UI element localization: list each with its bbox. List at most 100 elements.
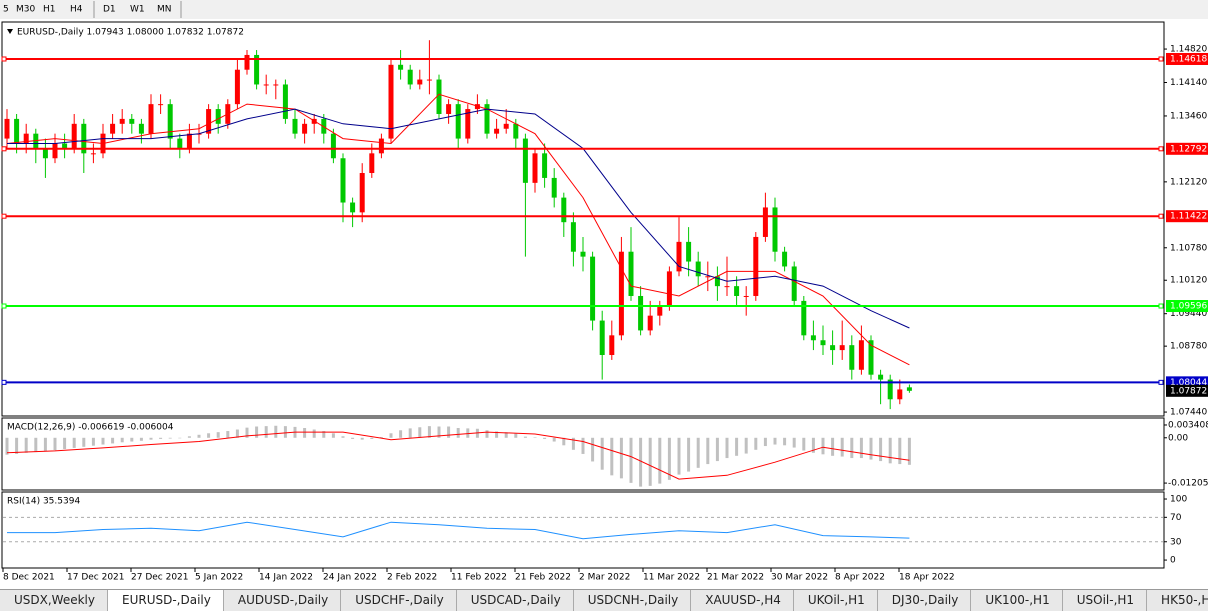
symbol-tab[interactable]: USDCNH-,Daily [574, 590, 692, 611]
x-tick-label: 11 Mar 2022 [643, 573, 700, 583]
candle-body [858, 340, 864, 370]
macd-bar [754, 437, 758, 450]
candle-body [839, 345, 845, 351]
macd-bar [264, 426, 268, 438]
level-label: 1.08044 [1170, 378, 1207, 388]
timeframe-button[interactable]: W1 [130, 5, 145, 15]
candle-body [551, 177, 557, 198]
candle-body [254, 54, 260, 85]
candle-body [186, 133, 192, 149]
candle-body [148, 104, 154, 134]
candle-body [753, 236, 759, 296]
macd-bar [821, 437, 825, 455]
macd-bar [24, 437, 28, 453]
y-tick-label: 0 [1170, 556, 1176, 566]
x-tick-label: 30 Mar 2022 [771, 573, 828, 583]
macd-bar [379, 437, 383, 438]
rsi-pane [1, 491, 1165, 569]
candle-body [513, 123, 519, 139]
symbol-tab[interactable]: HK50-,H1 [1147, 590, 1208, 611]
candle-body [177, 138, 183, 149]
macd-bar [34, 437, 38, 453]
candle-body [791, 266, 797, 301]
candle-body [599, 320, 605, 356]
dropdown-arrow[interactable] [7, 29, 13, 34]
timeframe-button[interactable]: 5 [3, 5, 9, 15]
indicator-line [7, 108, 910, 329]
y-tick-label: 1.08780 [1170, 342, 1207, 352]
macd-bar [178, 437, 182, 439]
candle-body [388, 64, 394, 139]
level-label: 1.14618 [1170, 54, 1207, 64]
candle-body [340, 158, 346, 203]
symbol-tab[interactable]: UK100-,H1 [971, 590, 1063, 611]
candle-body [407, 69, 413, 85]
macd-bar [456, 428, 460, 438]
macd-bar [255, 426, 259, 438]
symbol-tab[interactable]: DJ30-,Daily [878, 590, 972, 611]
macd-bar [389, 433, 393, 438]
macd-bar [226, 431, 230, 438]
macd-bar [523, 436, 527, 438]
candle-body [686, 241, 692, 262]
timeframe-button[interactable]: H1 [43, 5, 56, 15]
timeframe-button[interactable]: D1 [103, 5, 116, 15]
macd-bar [869, 437, 873, 460]
macd-bar [82, 437, 86, 447]
timeframe-button[interactable]: MN [157, 5, 172, 15]
macd-bar [629, 437, 633, 483]
candle-body [206, 109, 212, 134]
y-tick-label: -0.012058 [1168, 479, 1208, 489]
candle-body [628, 251, 634, 296]
candle-body [494, 128, 500, 134]
candle-body [609, 335, 615, 356]
y-tick-label: 1.07440 [1170, 408, 1207, 418]
candle-body [570, 222, 576, 252]
macd-bar [850, 437, 854, 459]
macd-bar [101, 437, 105, 445]
macd-header: MACD(12,26,9) -0.006619 -0.006004 [7, 423, 174, 433]
symbol-tab[interactable]: XAUUSD-,H4 [691, 590, 794, 611]
level-anchor [1, 56, 7, 62]
symbol-tab[interactable]: EURUSD-,Daily [108, 590, 224, 611]
candle-body [110, 123, 116, 134]
symbol-tab[interactable]: AUDUSD-,Daily [224, 590, 342, 611]
candle-body [820, 340, 826, 346]
symbol-tab[interactable]: USDCHF-,Daily [341, 590, 457, 611]
symbol-tab[interactable]: USDCAD-,Daily [457, 590, 574, 611]
candle-body [503, 123, 509, 129]
macd-bar [514, 433, 518, 438]
candle-body [359, 173, 365, 213]
macd-bar [341, 436, 345, 438]
indicator-line [6, 431, 910, 480]
macd-bar [485, 430, 489, 438]
macd-bar [283, 426, 287, 438]
candle-body [801, 300, 807, 336]
macd-bar [744, 437, 748, 454]
macd-bar [735, 437, 739, 456]
symbol-tab[interactable]: USOil-,H1 [1063, 590, 1148, 611]
candle-body [878, 374, 884, 380]
x-tick-label: 5 Jan 2022 [195, 573, 243, 583]
level-label-box [1166, 300, 1208, 313]
candle-body [302, 123, 308, 134]
timeframe-button[interactable]: H4 [70, 5, 83, 15]
macd-bar [562, 437, 566, 446]
macd-bar [274, 425, 278, 438]
candle-body [666, 271, 672, 306]
candle-body [762, 207, 768, 237]
candle-body [234, 69, 240, 105]
symbol-tab[interactable]: USDX,Weekly [0, 590, 108, 611]
candle-body [52, 143, 58, 159]
macd-bar [811, 437, 815, 453]
candle-body [42, 148, 48, 159]
timeframe-button[interactable]: M30 [16, 5, 35, 15]
candle-body [887, 379, 893, 400]
candle-body [23, 133, 29, 144]
macd-bar [600, 437, 604, 470]
y-tick-label: 1.12120 [1170, 177, 1207, 187]
symbol-tab[interactable]: UKOil-,H1 [794, 590, 878, 611]
level-anchor [1, 379, 7, 385]
candle-body [455, 104, 461, 139]
